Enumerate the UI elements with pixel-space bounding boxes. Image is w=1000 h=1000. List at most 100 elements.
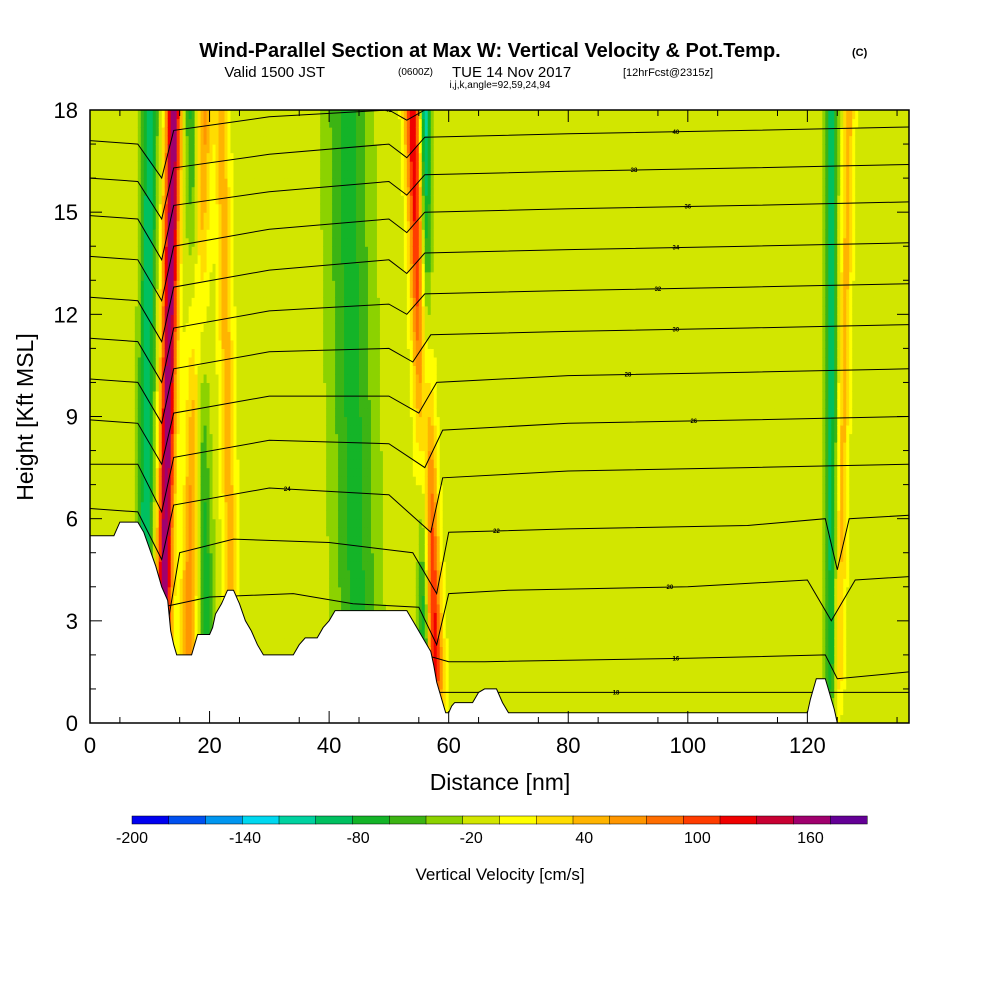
velocity-cell-1398	[146, 459, 151, 469]
velocity-cell-757	[119, 399, 124, 409]
velocity-cell-1749	[161, 535, 166, 545]
velocity-cell-2123	[176, 416, 181, 426]
velocity-cell-423	[104, 178, 109, 188]
velocity-cell-1189	[137, 399, 142, 409]
velocity-cell-1481	[149, 365, 154, 375]
velocity-cell-1426	[146, 220, 151, 230]
velocity-cell-1642	[155, 220, 160, 230]
velocity-cell-1896	[167, 510, 172, 520]
velocity-cell-204	[95, 203, 100, 213]
velocity-cell-1050	[131, 356, 136, 367]
velocity-cell-992	[128, 237, 133, 247]
velocity-cell-1907	[167, 416, 172, 426]
velocity-cell-1962	[170, 561, 175, 571]
velocity-cell-863	[122, 110, 127, 120]
velocity-cell-1057	[131, 297, 136, 307]
velocity-cell-123	[92, 280, 97, 290]
velocity-cell-2034	[173, 561, 178, 571]
velocity-cell-693	[116, 331, 121, 341]
velocity-cell-1123	[134, 348, 139, 358]
velocity-cell-471	[107, 382, 112, 392]
velocity-cell-41	[90, 365, 94, 375]
velocity-cell-1136	[134, 237, 139, 247]
velocity-cell-1612	[155, 476, 160, 486]
velocity-cell-2142	[176, 254, 181, 264]
velocity-cell-555	[110, 280, 115, 290]
velocity-cell-1470	[149, 459, 154, 469]
velocity-cell-2073	[173, 229, 178, 239]
velocity-cell-544	[110, 373, 115, 384]
velocity-cell-781	[119, 195, 124, 205]
velocity-cell-2087	[173, 110, 178, 120]
velocity-cell-392	[104, 442, 109, 452]
velocity-cell-1037	[131, 467, 136, 477]
velocity-cell-1621	[155, 399, 160, 409]
velocity-cell-1219	[137, 144, 142, 154]
velocity-cell-559	[110, 246, 115, 256]
velocity-cell-129	[92, 229, 97, 239]
velocity-cell-760	[119, 373, 124, 384]
velocity-cell-540	[110, 407, 115, 418]
velocity-cell-1122	[134, 356, 139, 367]
velocity-cell-1111	[134, 450, 139, 460]
velocity-cell-2113	[176, 501, 181, 511]
velocity-cell-1789	[161, 195, 166, 205]
velocity-cell-2027	[173, 620, 178, 630]
velocity-cell-1537	[152, 501, 157, 511]
velocity-cell-496	[107, 169, 112, 179]
velocity-cell-2156	[176, 135, 181, 145]
velocity-cell-1862	[164, 186, 169, 196]
velocity-cell-538	[110, 425, 115, 435]
velocity-cell-314	[101, 493, 106, 503]
velocity-cell-1964	[170, 544, 175, 554]
velocity-cell-709	[116, 195, 121, 205]
velocity-cell-1683	[158, 484, 163, 494]
velocity-cell-1408	[146, 373, 151, 384]
velocity-cell-970	[128, 425, 133, 435]
velocity-cell-932	[125, 135, 130, 145]
velocity-cell-1438	[146, 118, 151, 128]
velocity-cell-277	[98, 195, 103, 205]
velocity-cell-1853	[164, 263, 169, 273]
velocity-cell-472	[107, 373, 112, 384]
velocity-cell-1932	[167, 203, 172, 213]
velocity-cell-1834	[164, 425, 169, 435]
velocity-cell-1063	[131, 246, 136, 256]
velocity-cell-2103	[176, 586, 181, 596]
velocity-cell-259	[98, 348, 103, 358]
velocity-cell-1652	[155, 135, 160, 145]
velocity-cell-475	[107, 348, 112, 358]
velocity-cell-1558	[152, 322, 157, 332]
velocity-cell-2143	[176, 246, 181, 256]
velocity-cell-266	[98, 288, 103, 298]
velocity-cell-535	[110, 450, 115, 460]
velocity-cell-1322	[143, 493, 148, 503]
velocity-cell-991	[128, 246, 133, 256]
velocity-cell-763	[119, 348, 124, 358]
velocity-cell-1651	[155, 144, 160, 154]
velocity-cell-1571	[152, 212, 157, 222]
velocity-cell-2176	[179, 578, 184, 588]
velocity-cell-922	[125, 220, 130, 230]
velocity-cell-2076	[173, 203, 178, 213]
velocity-cell-340	[101, 271, 106, 281]
velocity-cell-2146	[176, 220, 181, 230]
velocity-cell-1337	[143, 365, 148, 375]
velocity-cell-428	[104, 135, 109, 145]
velocity-cell-213	[95, 127, 100, 137]
velocity-cell-1289	[140, 161, 145, 171]
velocity-cell-258	[98, 356, 103, 367]
velocity-cell-1407	[146, 382, 151, 392]
velocity-cell-1036	[131, 476, 136, 486]
velocity-cell-1206	[137, 254, 142, 264]
velocity-cell-1581	[152, 127, 157, 137]
velocity-cell-1695	[158, 382, 163, 392]
velocity-cell-1419	[146, 280, 151, 290]
velocity-cell-2130	[176, 356, 181, 367]
velocity-cell-461	[107, 467, 112, 477]
velocity-cell-1109	[134, 467, 139, 477]
velocity-cell-400	[104, 373, 109, 384]
velocity-cell-136	[92, 169, 97, 179]
velocity-cell-200	[95, 237, 100, 247]
velocity-cell-996	[128, 203, 133, 213]
